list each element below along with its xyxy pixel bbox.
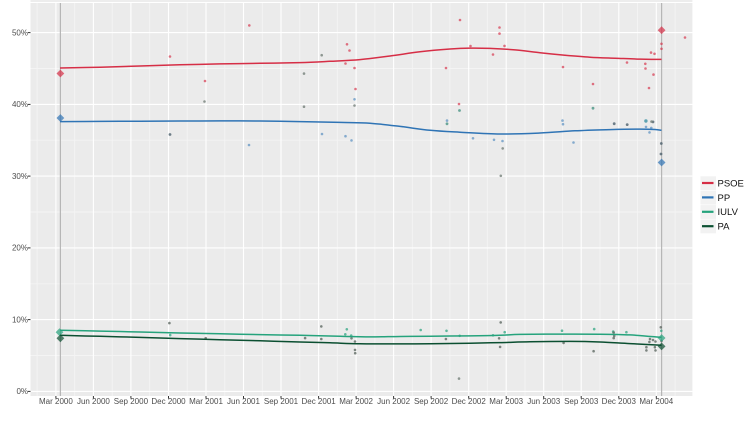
svg-text:40%: 40%	[12, 100, 28, 109]
svg-text:PSOE: PSOE	[718, 178, 744, 189]
svg-text:Jun 2002: Jun 2002	[377, 397, 410, 406]
svg-text:Mar 2003: Mar 2003	[489, 397, 523, 406]
svg-text:20%: 20%	[12, 244, 28, 253]
svg-text:10%: 10%	[12, 315, 28, 324]
svg-text:Jun 2000: Jun 2000	[77, 397, 110, 406]
svg-text:Dec 2003: Dec 2003	[602, 397, 637, 406]
svg-text:Mar 2004: Mar 2004	[639, 397, 673, 406]
svg-text:Dec 2002: Dec 2002	[452, 397, 487, 406]
svg-text:Jun 2001: Jun 2001	[227, 397, 260, 406]
svg-text:PP: PP	[718, 193, 731, 204]
svg-text:IULV: IULV	[718, 207, 739, 218]
svg-text:50%: 50%	[12, 28, 28, 37]
svg-text:Sep 2002: Sep 2002	[414, 397, 449, 406]
svg-text:PA: PA	[718, 222, 731, 233]
svg-text:Mar 2000: Mar 2000	[39, 397, 73, 406]
svg-text:Sep 2001: Sep 2001	[264, 397, 299, 406]
svg-text:30%: 30%	[12, 172, 28, 181]
svg-text:Dec 2001: Dec 2001	[301, 397, 336, 406]
svg-text:Mar 2002: Mar 2002	[339, 397, 373, 406]
svg-text:Sep 2003: Sep 2003	[564, 397, 599, 406]
svg-text:Mar 2001: Mar 2001	[189, 397, 223, 406]
svg-text:0%: 0%	[16, 387, 28, 396]
svg-text:Jun 2003: Jun 2003	[527, 397, 560, 406]
svg-text:Dec 2000: Dec 2000	[151, 397, 186, 406]
svg-text:Sep 2000: Sep 2000	[114, 397, 149, 406]
